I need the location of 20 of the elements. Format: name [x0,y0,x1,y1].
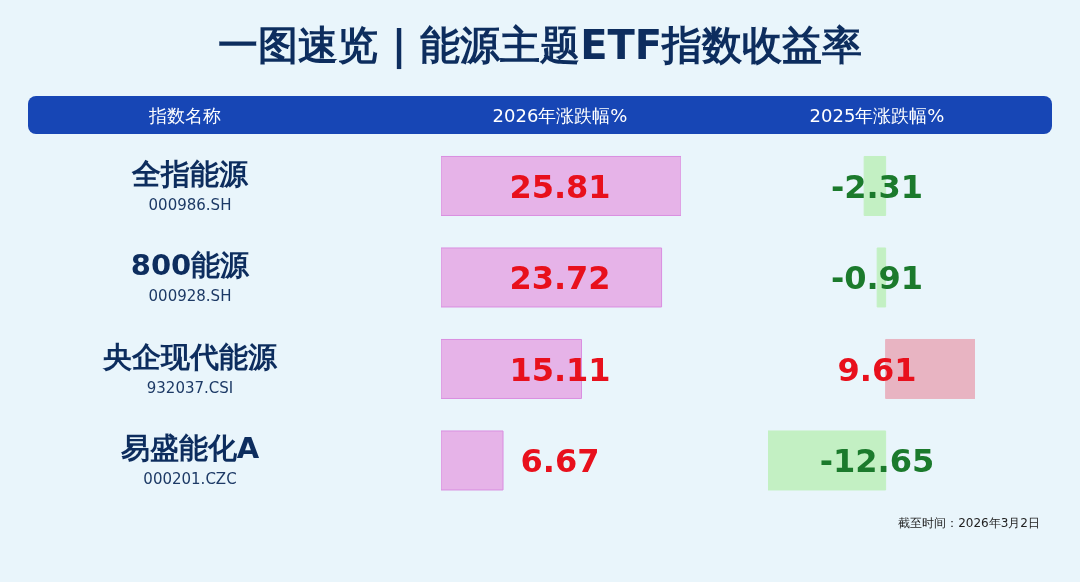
data-label: 23.72 [509,259,611,298]
data-label: 6.67 [520,442,600,481]
data-label: -0.91 [830,259,924,298]
bar [441,155,681,216]
data-label: -12.65 [819,442,935,481]
bar [441,247,663,308]
y-axis-title: 指数名称 [148,104,222,128]
data-label: 25.81 [509,167,611,206]
x-axis-title: 2026年涨跌幅% [491,104,629,128]
text: 截至时间：2026年3月2日 [898,515,1040,532]
data-label: -2.31 [830,167,924,206]
data-label: 15.11 [509,350,611,389]
y-tick-label: 易盛能化A 000201.CZC [119,431,260,489]
bar [441,430,504,491]
y-tick-label: 全指能源 000986.SH [131,156,249,214]
data-label: 9.61 [837,350,917,389]
y-tick-label: 800能源 000928.SH [130,248,251,306]
x-axis-title: 2025年涨跌幅% [808,104,946,128]
y-tick-label: 央企现代能源 932037.CSI [102,339,278,397]
chart-title: 一图速览 | 能源主题ETF指数收益率 [216,21,864,71]
